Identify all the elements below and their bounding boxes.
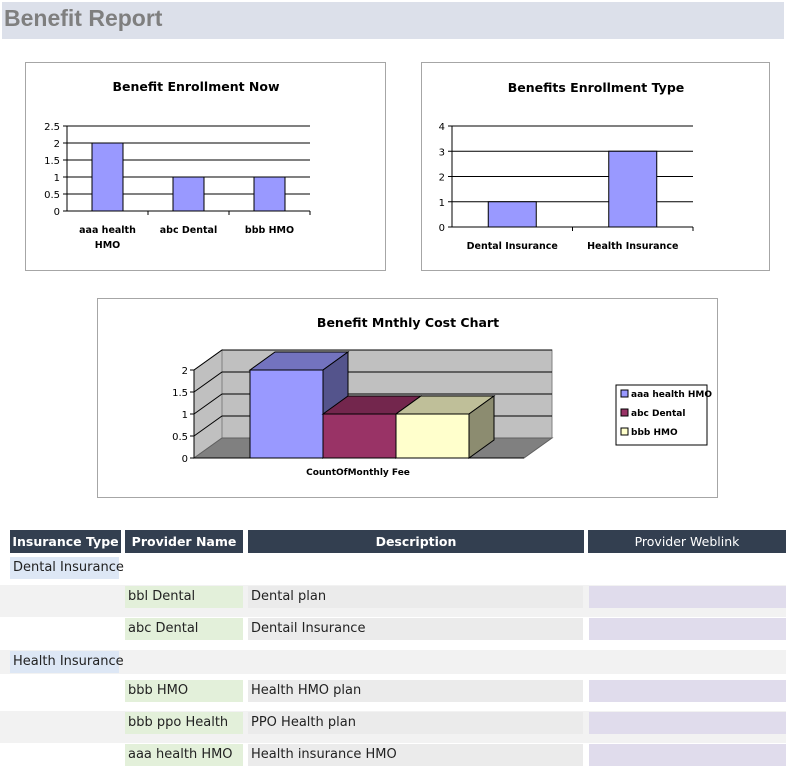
cell-provider-weblink [589, 618, 786, 640]
bar-side-bbb-hmo [468, 395, 495, 459]
chart1-svg: Benefit Enrollment Now 0 0.5 1 1.5 2 2.5 aaa he… [44, 79, 311, 251]
y-tick-label: 0.5 [172, 432, 188, 443]
cell-provider-weblink [589, 680, 786, 702]
cell-provider-name: bbb ppo Health [125, 712, 243, 734]
y-tick-label: 0 [182, 454, 188, 465]
y-tick-label: 0 [439, 223, 445, 234]
x-category-label: HMO [95, 240, 120, 251]
cell-provider-weblink [589, 586, 786, 608]
x-category-label: Dental Insurance [467, 241, 558, 252]
y-tick-label: 2 [54, 139, 60, 150]
y-tick-label: 2 [182, 366, 188, 377]
bar-abc-dental [322, 413, 397, 459]
y-tick-label: 3 [439, 147, 445, 158]
y-tick-label: 0.5 [44, 190, 60, 201]
y-tick-label: 1.5 [44, 156, 60, 167]
bar-aaa-health-hmo [91, 142, 124, 212]
cell-description: Dentail Insurance [248, 618, 583, 640]
column-header-provider-weblink: Provider Weblink [588, 530, 786, 553]
chart-title: Benefit Enrollment Now [112, 79, 280, 94]
y-tick-label: 2.5 [44, 122, 60, 133]
x-category-label: abc Dental [160, 225, 217, 236]
x-category-label: aaa health [79, 225, 136, 236]
chart3-svg: Benefit Mnthly Cost Chart 0 0.5 1 1.5 2 CountO… [172, 315, 712, 478]
bar-dental-insurance [487, 201, 537, 228]
chart-title: Benefit Mnthly Cost Chart [317, 315, 499, 330]
cell-provider-weblink [589, 712, 786, 734]
gridline [193, 349, 552, 371]
legend-label: abc Dental [631, 409, 685, 419]
y-tick-label: 4 [439, 122, 445, 133]
y-tick-label: 2 [439, 173, 445, 184]
legend-swatch [620, 389, 629, 398]
chart2-svg: Benefits Enrollment Type 0 1 2 3 4 Dental Insu… [439, 80, 694, 252]
bar-bbb-hmo [395, 413, 470, 459]
chart-title: Benefits Enrollment Type [508, 80, 685, 95]
x-category-label: CountOfMonthly Fee [306, 468, 410, 478]
chart-benefit-enrollment-now: Benefit Enrollment Now 0 0.5 1 1.5 2 2.5 aaa he… [25, 62, 386, 271]
legend-label: aaa health HMO [631, 390, 712, 400]
gridline [193, 371, 552, 393]
report-title: Benefit Report [4, 5, 163, 31]
group-insurance-type: Health Insurance [10, 651, 124, 673]
cell-provider-weblink [589, 744, 786, 766]
cell-description: Health insurance HMO [248, 744, 583, 766]
legend-swatch [620, 408, 629, 417]
column-header-provider-name: Provider Name [125, 530, 243, 553]
column-header-insurance-type: Insurance Type [10, 530, 121, 553]
column-header-description: Description [248, 530, 584, 553]
report-title-bar [2, 2, 784, 39]
gridline [193, 393, 552, 415]
cell-description: Health HMO plan [248, 680, 583, 702]
cell-description: Dental plan [248, 586, 583, 608]
legend-label: bbb HMO [631, 428, 678, 438]
cell-provider-name: abc Dental [125, 618, 243, 640]
y-tick-label: 0 [54, 207, 60, 218]
legend-swatch [620, 427, 629, 436]
bar-aaa-health-hmo [249, 369, 324, 459]
cell-provider-name: bbl Dental [125, 586, 243, 608]
bar-bbb-hmo [253, 176, 286, 212]
x-category-label: bbb HMO [245, 225, 294, 236]
group-insurance-type: Dental Insurance [10, 557, 124, 579]
bar-health-insurance [608, 150, 658, 228]
cell-provider-name: aaa health HMO [125, 744, 243, 766]
cell-description: PPO Health plan [248, 712, 583, 734]
bar-abc-dental [172, 176, 205, 212]
y-tick-label: 1 [182, 410, 188, 421]
chart-benefits-enrollment-type: Benefits Enrollment Type 0 1 2 3 4 Dental Insu… [421, 62, 770, 271]
legend-box [615, 384, 708, 446]
row-band [0, 650, 786, 674]
y-tick-label: 1.5 [172, 388, 188, 399]
x-category-label: Health Insurance [587, 241, 678, 252]
y-tick-label: 1 [439, 198, 445, 209]
y-tick-label: 1 [54, 173, 60, 184]
cell-provider-name: bbb HMO [125, 680, 243, 702]
chart-benefit-monthly-cost: Benefit Mnthly Cost Chart 0 0.5 1 1.5 2 CountO… [97, 298, 718, 498]
